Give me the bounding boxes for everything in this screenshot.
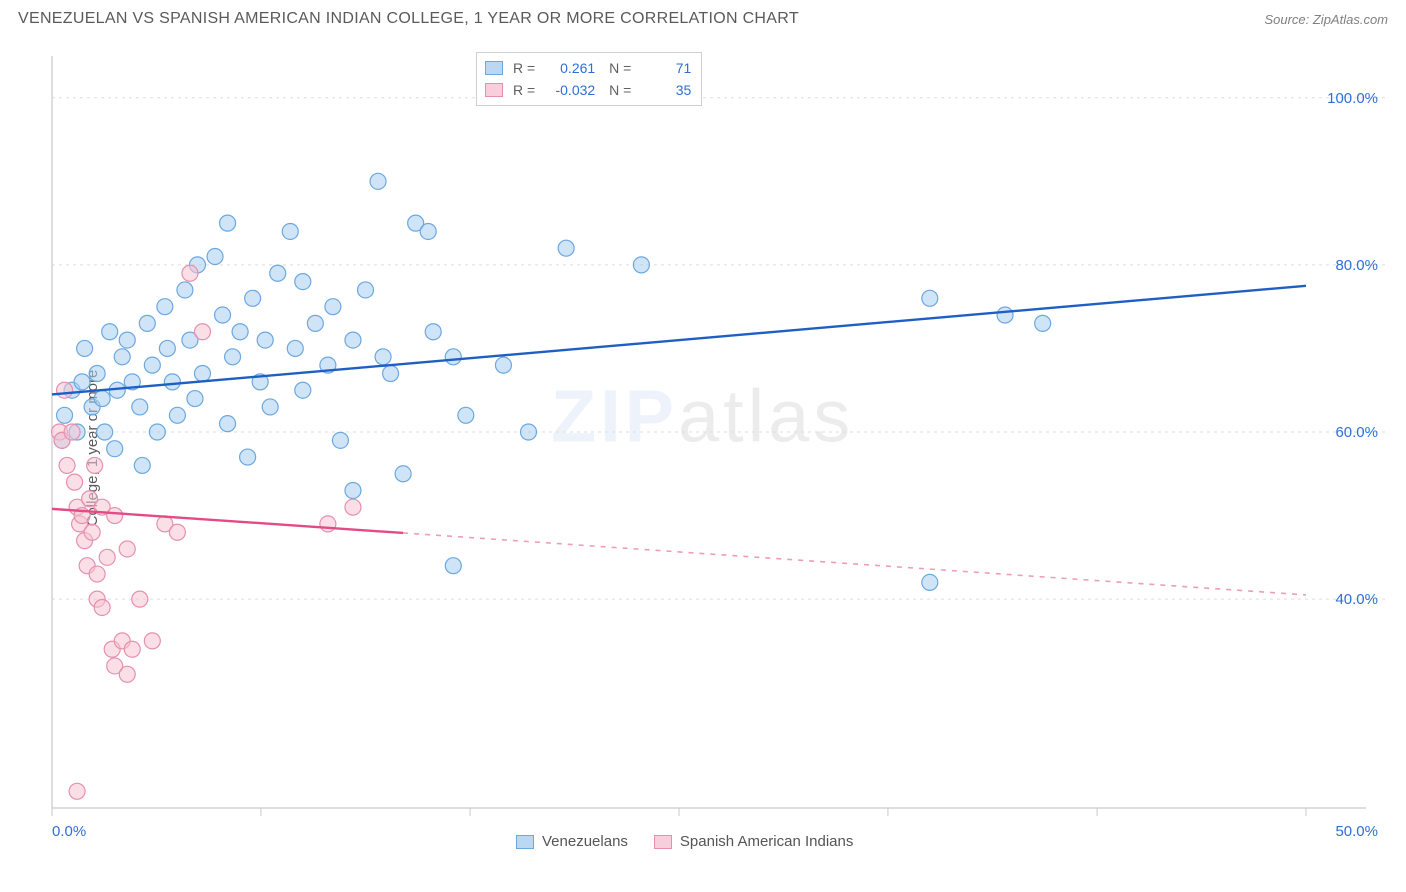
- swatch-icon: [485, 83, 503, 97]
- swatch-icon: [485, 61, 503, 75]
- stats-legend: R = 0.261 N = 71 R = -0.032 N = 35: [476, 52, 702, 106]
- n-value-1: 35: [641, 79, 691, 101]
- scatter-plot: 40.0% 60.0% 80.0% 100.0% 0.0% 50.0%: [46, 48, 1386, 848]
- chart-container: College, 1 year or more ZIPatlas 40.0%60…: [46, 48, 1386, 848]
- legend-label-1: Spanish American Indians: [680, 833, 853, 850]
- chart-title: VENEZUELAN VS SPANISH AMERICAN INDIAN CO…: [18, 10, 799, 28]
- legend-item-1: Spanish American Indians: [654, 833, 853, 850]
- svg-text:40.0%: 40.0%: [1335, 591, 1378, 608]
- svg-text:80.0%: 80.0%: [1335, 257, 1378, 274]
- stats-row-1: R = -0.032 N = 35: [485, 79, 691, 101]
- svg-text:60.0%: 60.0%: [1335, 424, 1378, 441]
- svg-text:100.0%: 100.0%: [1327, 90, 1378, 107]
- stats-row-0: R = 0.261 N = 71: [485, 57, 691, 79]
- source-attribution: Source: ZipAtlas.com: [1264, 12, 1388, 27]
- swatch-icon: [654, 835, 672, 849]
- svg-text:0.0%: 0.0%: [52, 823, 86, 840]
- svg-text:50.0%: 50.0%: [1335, 823, 1378, 840]
- r-value-1: -0.032: [545, 79, 595, 101]
- legend-item-0: Venezuelans: [516, 833, 628, 850]
- bottom-legend: Venezuelans Spanish American Indians: [516, 833, 853, 850]
- legend-label-0: Venezuelans: [542, 833, 628, 850]
- swatch-icon: [516, 835, 534, 849]
- r-value-0: 0.261: [545, 57, 595, 79]
- n-value-0: 71: [641, 57, 691, 79]
